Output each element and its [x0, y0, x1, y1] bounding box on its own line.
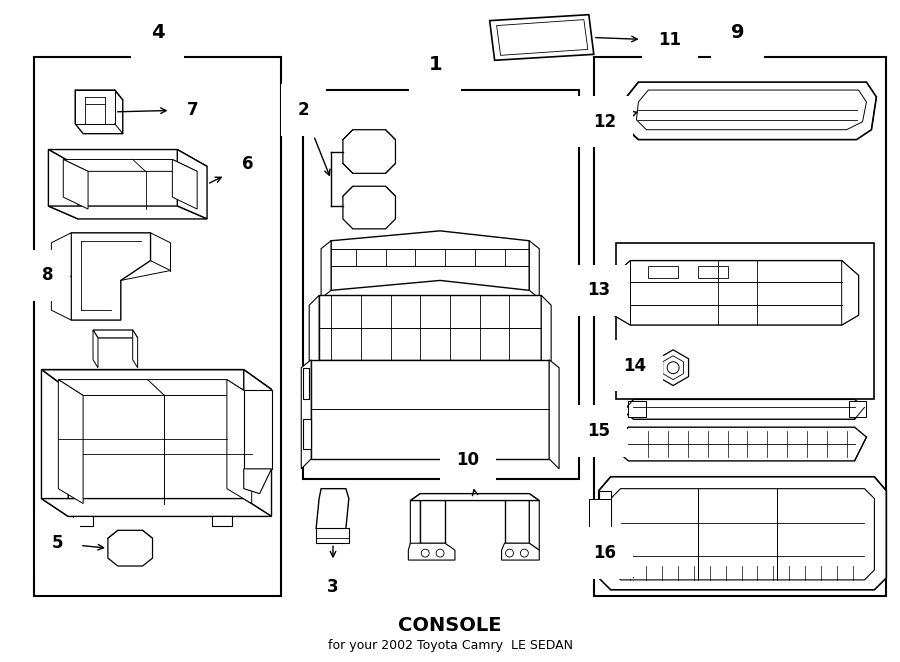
Polygon shape — [624, 82, 877, 140]
Polygon shape — [616, 427, 867, 461]
Bar — [33, 58, 282, 596]
Polygon shape — [316, 489, 349, 536]
Polygon shape — [58, 379, 252, 395]
Polygon shape — [49, 150, 207, 166]
Polygon shape — [410, 494, 539, 500]
Polygon shape — [490, 15, 594, 60]
Text: 1: 1 — [428, 55, 442, 73]
Polygon shape — [51, 233, 71, 320]
Polygon shape — [624, 399, 865, 419]
Text: for your 2002 Toyota Camry  LE SEDAN: for your 2002 Toyota Camry LE SEDAN — [328, 639, 572, 652]
Polygon shape — [49, 206, 207, 219]
Polygon shape — [212, 516, 232, 526]
Text: 14: 14 — [623, 357, 652, 375]
Polygon shape — [244, 389, 272, 469]
Polygon shape — [501, 544, 539, 560]
Bar — [303, 90, 579, 479]
Polygon shape — [698, 265, 728, 279]
Polygon shape — [303, 419, 311, 449]
Circle shape — [506, 549, 514, 557]
Text: 15: 15 — [588, 422, 613, 442]
Polygon shape — [410, 494, 420, 550]
Polygon shape — [93, 330, 98, 367]
Polygon shape — [76, 90, 115, 124]
Polygon shape — [108, 530, 152, 566]
Polygon shape — [320, 295, 541, 359]
Polygon shape — [58, 379, 83, 504]
Polygon shape — [662, 355, 683, 379]
Circle shape — [436, 549, 444, 557]
Polygon shape — [636, 90, 867, 130]
Text: 4: 4 — [150, 23, 165, 42]
Text: 13: 13 — [588, 281, 610, 299]
Polygon shape — [849, 401, 867, 417]
Polygon shape — [73, 516, 93, 526]
Polygon shape — [610, 489, 875, 580]
Text: 8: 8 — [42, 267, 70, 285]
Polygon shape — [41, 369, 272, 389]
Bar — [594, 58, 886, 596]
Polygon shape — [41, 498, 272, 516]
Polygon shape — [63, 160, 197, 171]
Polygon shape — [244, 469, 272, 494]
Polygon shape — [614, 261, 859, 325]
Polygon shape — [76, 90, 122, 134]
Polygon shape — [589, 498, 610, 550]
Text: CONSOLE: CONSOLE — [398, 616, 502, 635]
Polygon shape — [302, 359, 311, 469]
Text: 2: 2 — [298, 101, 330, 175]
Polygon shape — [172, 160, 197, 209]
Polygon shape — [529, 494, 539, 550]
Polygon shape — [71, 233, 150, 320]
Polygon shape — [316, 528, 349, 544]
Polygon shape — [529, 241, 539, 299]
Polygon shape — [244, 369, 272, 516]
Text: 9: 9 — [731, 23, 744, 42]
Polygon shape — [63, 160, 88, 209]
Polygon shape — [598, 491, 610, 558]
Circle shape — [520, 549, 528, 557]
Polygon shape — [177, 150, 207, 219]
Polygon shape — [648, 265, 678, 279]
Text: 3: 3 — [328, 546, 338, 596]
Polygon shape — [658, 350, 688, 385]
Polygon shape — [549, 359, 559, 469]
Text: 10: 10 — [456, 451, 480, 496]
Polygon shape — [409, 544, 455, 560]
Polygon shape — [343, 186, 395, 229]
Circle shape — [667, 361, 680, 373]
Text: 12: 12 — [593, 111, 637, 131]
Text: 6: 6 — [210, 156, 253, 183]
Polygon shape — [505, 494, 529, 544]
Polygon shape — [303, 367, 310, 399]
Polygon shape — [598, 477, 886, 590]
Polygon shape — [93, 330, 138, 338]
Text: 7: 7 — [118, 101, 199, 119]
Text: 11: 11 — [596, 32, 681, 50]
Polygon shape — [420, 494, 445, 544]
Polygon shape — [343, 130, 395, 173]
Polygon shape — [311, 359, 549, 459]
Text: 16: 16 — [594, 544, 634, 578]
Circle shape — [421, 549, 429, 557]
Polygon shape — [331, 231, 529, 291]
Bar — [616, 243, 875, 399]
Text: 5: 5 — [52, 534, 104, 552]
Polygon shape — [310, 295, 320, 369]
Polygon shape — [541, 295, 551, 369]
Polygon shape — [497, 20, 588, 56]
Polygon shape — [132, 330, 138, 367]
Polygon shape — [614, 261, 631, 325]
Polygon shape — [842, 261, 859, 325]
Polygon shape — [41, 369, 68, 516]
Polygon shape — [628, 401, 646, 417]
Polygon shape — [227, 379, 252, 504]
Polygon shape — [49, 150, 78, 219]
Polygon shape — [321, 241, 331, 299]
